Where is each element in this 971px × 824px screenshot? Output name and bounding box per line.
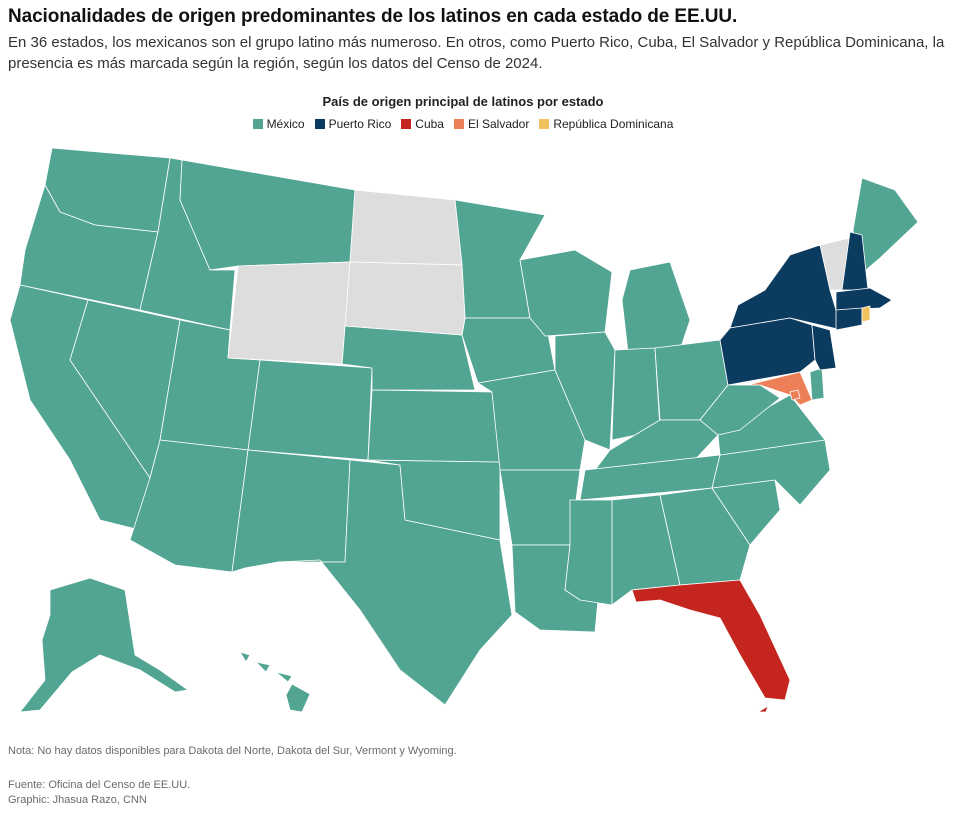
legend-label-republica-dominicana: República Dominicana — [553, 117, 673, 131]
legend-swatch-puerto-rico — [315, 119, 325, 129]
us-states-map — [0, 135, 971, 735]
state-hawaii[interactable] — [240, 652, 310, 712]
legend-item-cuba: Cuba — [401, 117, 444, 131]
state-alaska[interactable] — [20, 578, 188, 712]
legend-item-puerto-rico: Puerto Rico — [315, 117, 392, 131]
florida-keys — [758, 706, 768, 712]
state-massachusetts[interactable] — [836, 288, 892, 310]
state-wyoming[interactable] — [228, 262, 350, 364]
footnote: Nota: No hay datos disponibles para Dako… — [8, 745, 457, 757]
state-new-jersey[interactable] — [812, 325, 836, 370]
legend: México Puerto Rico Cuba El Salvador Repú… — [0, 117, 926, 131]
legend-label-el-salvador: El Salvador — [468, 117, 529, 131]
chart-subtitle: En 36 estados, los mexicanos son el grup… — [8, 32, 958, 74]
chart-title: Nacionalidades de origen predominantes d… — [8, 6, 737, 28]
graphic-credit: Graphic: Jhasua Razo, CNN — [8, 793, 190, 808]
legend-label-mexico: México — [267, 117, 305, 131]
legend-swatch-republica-dominicana — [539, 119, 549, 129]
state-dc[interactable] — [790, 390, 800, 400]
state-south-dakota[interactable] — [345, 262, 465, 335]
state-montana[interactable] — [180, 160, 355, 270]
legend-item-republica-dominicana: República Dominicana — [539, 117, 673, 131]
source-credit: Fuente: Oficina del Censo de EE.UU. Grap… — [8, 778, 190, 808]
legend-swatch-cuba — [401, 119, 411, 129]
legend-item-mexico: México — [253, 117, 305, 131]
legend-label-puerto-rico: Puerto Rico — [329, 117, 392, 131]
state-kansas[interactable] — [368, 390, 500, 462]
legend-item-el-salvador: El Salvador — [454, 117, 529, 131]
state-north-dakota[interactable] — [350, 190, 462, 265]
state-florida[interactable] — [632, 580, 790, 700]
state-connecticut[interactable] — [836, 308, 862, 330]
state-mississippi[interactable] — [565, 500, 612, 605]
state-wisconsin[interactable] — [520, 250, 612, 336]
state-michigan[interactable] — [622, 262, 690, 352]
state-new-mexico[interactable] — [232, 450, 350, 572]
state-colorado[interactable] — [248, 360, 372, 460]
state-rhode-island[interactable] — [862, 306, 870, 322]
source-line: Fuente: Oficina del Censo de EE.UU. — [8, 778, 190, 793]
state-arkansas[interactable] — [500, 470, 580, 545]
legend-label-cuba: Cuba — [415, 117, 444, 131]
legend-title: País de origen principal de latinos por … — [0, 94, 926, 109]
state-delaware[interactable] — [810, 368, 824, 400]
legend-swatch-mexico — [253, 119, 263, 129]
legend-swatch-el-salvador — [454, 119, 464, 129]
